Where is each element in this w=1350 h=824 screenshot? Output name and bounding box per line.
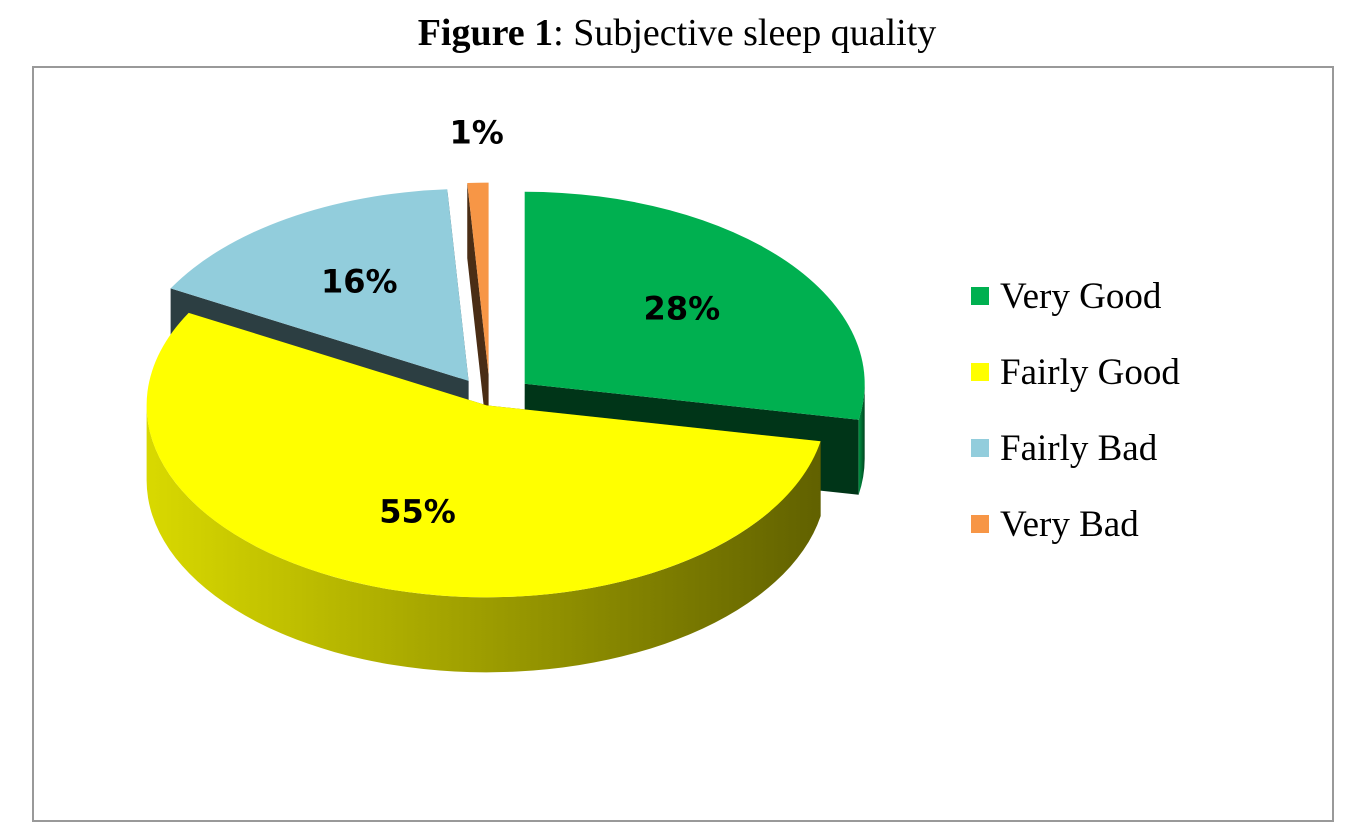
data-label: 16%: [321, 263, 398, 301]
slice-side: [858, 383, 865, 495]
legend-swatch: [971, 287, 989, 305]
slice-side: [146, 405, 821, 673]
legend-label: Very Bad: [1000, 504, 1139, 545]
legend-label: Fairly Bad: [1000, 428, 1158, 469]
data-label: 1%: [449, 114, 503, 152]
data-label: 55%: [379, 493, 456, 531]
slice: [146, 312, 821, 598]
legend-swatch: [971, 515, 989, 533]
figure-label: Figure 1: [418, 12, 553, 54]
legend-swatch: [971, 363, 989, 381]
title-text: : Subjective sleep quality: [553, 12, 936, 54]
legend-label: Fairly Good: [1000, 352, 1180, 393]
legend-label: Very Good: [1000, 276, 1162, 317]
legend-swatch: [971, 439, 989, 457]
data-label: 28%: [644, 289, 721, 327]
slice-side: [467, 182, 489, 450]
slice: [467, 182, 489, 375]
slice: [524, 191, 865, 420]
slice: [170, 189, 469, 381]
chart-title: Figure 1: Subjective sleep quality: [418, 12, 937, 54]
